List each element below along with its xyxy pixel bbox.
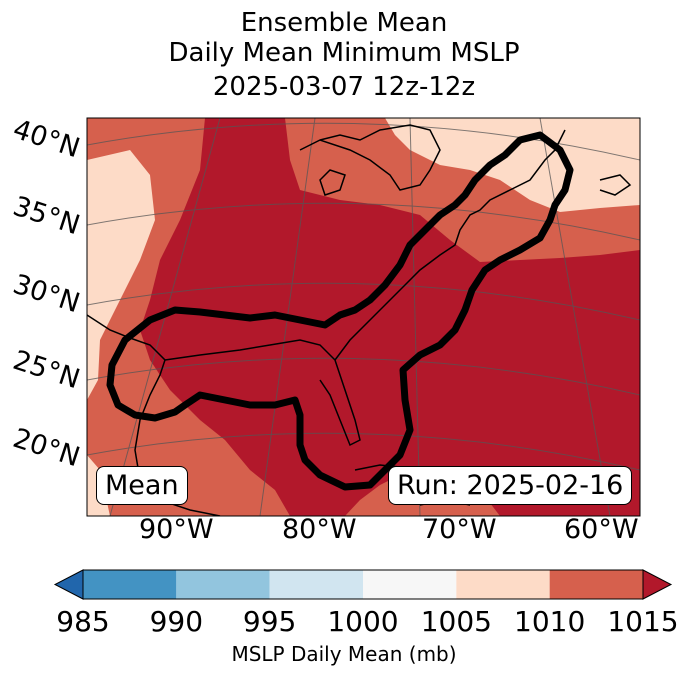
colorbar-tick-990: 990 xyxy=(149,605,204,638)
title-line-2: Daily Mean Minimum MSLP xyxy=(168,38,520,68)
colorbar-frame xyxy=(82,569,644,600)
colorbar-tick-995: 995 xyxy=(242,605,297,638)
colorbar-tick-1000: 1000 xyxy=(327,605,399,638)
lon-label-70w: 70°W xyxy=(422,514,497,545)
colorbar-segment-1010 xyxy=(549,570,643,599)
lon-label-90w: 90°W xyxy=(139,514,214,545)
field-1000-1005-ne xyxy=(385,118,640,212)
run-box: Run: 2025-02-16 xyxy=(388,466,633,505)
colorbar-segment-995 xyxy=(269,570,363,599)
pressure-contour xyxy=(106,131,574,491)
colorbar-segment-1005 xyxy=(456,570,550,599)
colorbar-tick-1010: 1010 xyxy=(514,605,586,638)
lon-label-60w: 60°W xyxy=(564,514,639,545)
lon-label-80w: 80°W xyxy=(282,514,357,545)
colorbar-segment-990 xyxy=(176,570,270,599)
colorbar-extend-max xyxy=(642,569,673,600)
colorbar-tick-1015: 1015 xyxy=(607,605,679,638)
title-line-1: Ensemble Mean xyxy=(240,8,448,38)
field-1000-1005-west xyxy=(87,150,155,400)
map-frame xyxy=(86,117,641,517)
colorbar-segment-985 xyxy=(83,570,177,599)
title-line-3: 2025-03-07 12z-12z xyxy=(212,72,476,102)
mean-box: Mean xyxy=(96,466,188,505)
colorbar-extend-min xyxy=(53,569,84,600)
colorbar-segment-1000 xyxy=(363,570,457,599)
colorbar-tick-1005: 1005 xyxy=(420,605,492,638)
colorbar-tick-985: 985 xyxy=(56,605,110,638)
colorbar-label: MSLP Daily Mean (mb) xyxy=(231,642,457,666)
